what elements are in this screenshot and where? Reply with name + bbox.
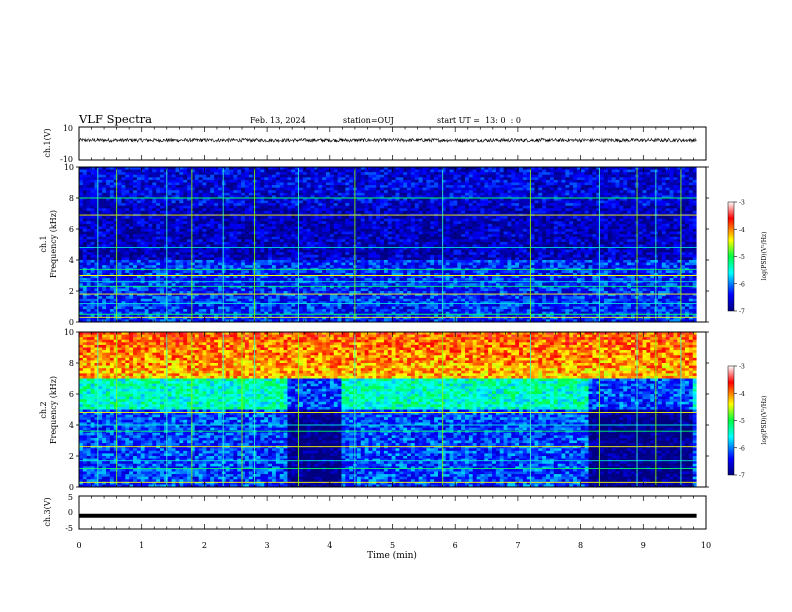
x-tick-label: 9 [641,541,646,550]
ch1-spectrogram-ytick-label: 2 [69,287,74,296]
x-tick-label: 5 [390,541,395,550]
header-start-time: start UT = 13: 0 : 0 [437,116,521,125]
ch1-spectrogram-ytick-label: 8 [69,194,74,203]
ch2-spectrogram-ytick-label: 10 [64,328,74,337]
header-station: station=OUJ [343,116,394,125]
ch2-spectrogram-ylabel: Frequency (kHz) [49,376,58,444]
ch3-ytick-bottom: -5 [65,524,73,533]
ch3-ytick-middle: 0 [68,508,73,517]
ch1-spectrogram-ylabel: Frequency (kHz) [49,210,58,278]
x-tick-label: 7 [515,541,520,550]
ch2-spectrogram-ytick-label: 8 [69,359,74,368]
ch2-colorbar-tick: -5 [739,418,745,425]
ch1-colorbar-tick: -4 [739,227,745,234]
ch1-spectrogram-ytick-label: 6 [69,225,74,234]
x-tick-label: 4 [327,541,332,550]
ch3-ytick-top: 5 [68,493,73,502]
header-date: Feb. 13, 2024 [250,116,306,125]
ch1-colorbar: -3 -4 -5 -6 -7 log(PSD)(V²/Hz) [727,200,768,316]
ch1-waveform-line [78,137,697,144]
x-axis-label: Time (min) [367,550,417,561]
x-tick-label: 0 [76,541,81,550]
x-tick-label: 2 [202,541,207,550]
ch1-ytick-top: 10 [63,124,73,133]
ch1-ylabel: ch.1(V) [43,128,52,157]
figure-title: VLF Spectra [78,112,152,126]
ch2-spectrogram-ytick-label: 2 [69,452,74,461]
ch1-colorbar-tick: -7 [739,309,745,316]
ch3-waveform-panel: 5 -5 ch.3(V) 0 [43,493,707,533]
x-tick-label: 1 [139,541,144,550]
ch1-colorbar-tick: -6 [739,281,745,288]
ch2-spectrogram-ytick-label: 0 [69,483,74,492]
ch1-spectrogram-ytick-label: 0 [69,318,74,327]
ch1-spectrogram-ytick-label: 10 [64,163,74,172]
ch2-colorbar-tick: -4 [739,391,745,398]
ch2-spectrogram-ytick-label: 6 [69,390,74,399]
ch2-spectrogram-ytick-label: 4 [69,421,74,430]
ch1-spectrogram-panel: 0 2 4 6 8 10 ch.1 Frequency (kHz) [39,163,709,327]
x-tick-label: 6 [453,541,458,550]
ch1-colorbar-tick: -5 [739,254,745,261]
ch2-spectrogram-panel: 0 2 4 6 8 10 ch.2 Frequency (kHz) [39,328,709,492]
ch2-colorbar-tick: -3 [739,364,745,371]
x-axis: 0 1 2 3 4 5 6 7 8 9 10 [76,127,711,550]
ch2-colorbar: -3 -4 -5 -6 -7 log(PSD)(V²/Hz) [727,364,768,480]
ch2-colorbar-label: log(PSD)(V²/Hz) [761,396,768,445]
ch2-colorbar-tick: -7 [739,473,745,480]
ch1-waveform-panel: 10 -10 ch.1(V) [43,124,707,164]
x-tick-label: 8 [578,541,583,550]
ch3-ylabel: ch.3(V) [43,497,52,526]
ch2-spectrogram-ylabel-channel: ch.2 [39,401,48,418]
ch1-colorbar-tick: -3 [739,200,745,207]
ch1-ytick-bottom: -10 [60,155,73,164]
ch1-colorbar-label: log(PSD)(V²/Hz) [761,232,768,281]
ch2-colorbar-tick: -6 [739,445,745,452]
ch1-spectrogram-ytick-label: 4 [69,256,74,265]
x-tick-label: 10 [701,541,711,550]
x-tick-label: 3 [265,541,270,550]
ch1-spectrogram-ylabel-channel: ch.1 [39,235,48,252]
